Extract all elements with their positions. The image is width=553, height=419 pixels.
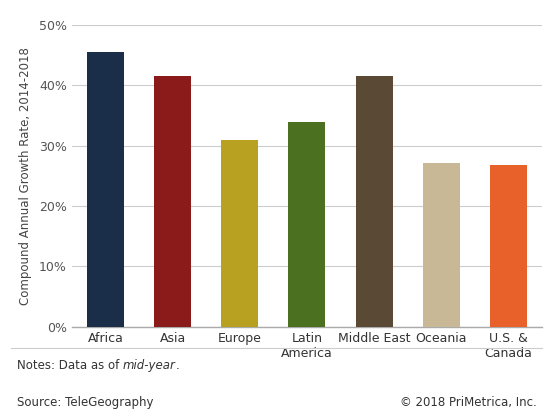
Y-axis label: Compound Annual Growth Rate, 2014-2018: Compound Annual Growth Rate, 2014-2018 bbox=[19, 47, 32, 305]
Bar bbox=[422, 163, 460, 327]
Bar bbox=[154, 76, 191, 327]
Bar bbox=[356, 76, 393, 327]
Text: mid-year: mid-year bbox=[123, 359, 175, 372]
Text: .: . bbox=[175, 359, 179, 372]
Bar bbox=[87, 52, 124, 327]
Text: Notes: Data as of: Notes: Data as of bbox=[17, 359, 123, 372]
Bar bbox=[490, 165, 527, 327]
Text: Source: TeleGeography: Source: TeleGeography bbox=[17, 396, 153, 409]
Text: © 2018 PriMetrica, Inc.: © 2018 PriMetrica, Inc. bbox=[400, 396, 536, 409]
Bar bbox=[221, 140, 258, 327]
Bar bbox=[289, 122, 325, 327]
